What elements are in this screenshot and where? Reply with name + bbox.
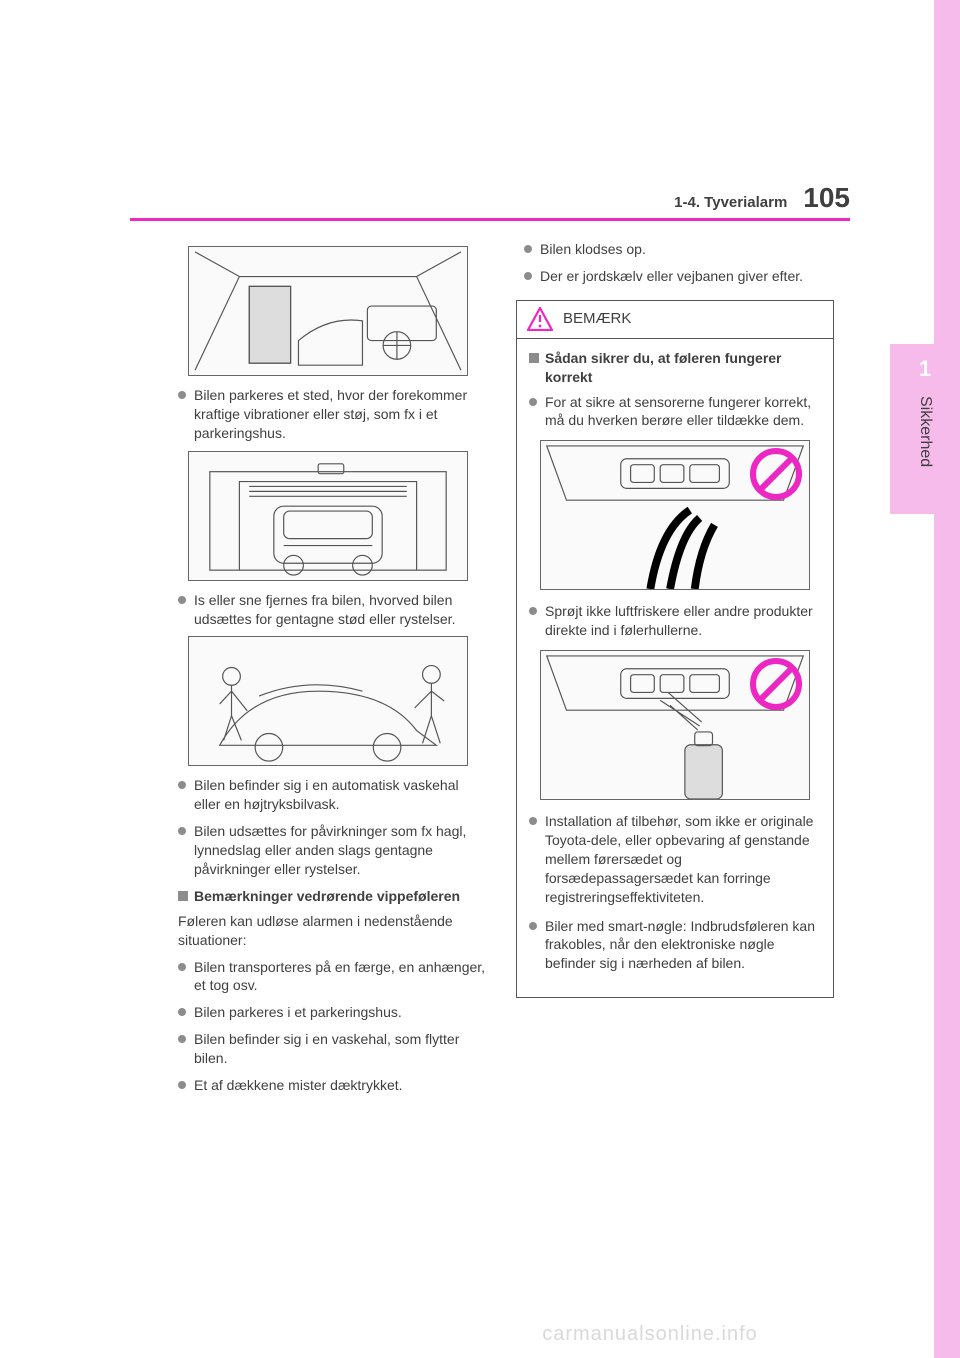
bullet-text: For at sikre at sensorerne fungerer korr…: [545, 393, 821, 431]
list-item: Bilen klodses op.: [516, 240, 834, 259]
square-icon: [178, 891, 188, 901]
bullet-text: Installation af tilbehør, som ikke er or…: [545, 812, 821, 906]
bullet-icon: [529, 922, 537, 930]
bullet-icon: [178, 1008, 186, 1016]
bullet-text: Bilen befinder sig i en vaskehal, som fl…: [194, 1030, 488, 1068]
bullet-text: Bilen parkeres et sted, hvor der forekom…: [194, 386, 488, 443]
bullet-text: Bilen parkeres i et parkeringshus.: [194, 1003, 488, 1022]
list-item: Bilen parkeres i et parkeringshus.: [170, 1003, 488, 1022]
notice-title: BEMÆRK: [563, 309, 631, 329]
list-item: Installation af tilbehør, som ikke er or…: [529, 812, 821, 906]
list-item: Is eller sne fjernes fra bilen, hvorved …: [170, 591, 488, 629]
bullet-icon: [178, 596, 186, 604]
bullet-icon: [178, 827, 186, 835]
prohibited-icon: [749, 657, 803, 711]
notice-box: BEMÆRK Sådan sikrer du, at føleren funge…: [516, 300, 834, 998]
list-item: Biler med smart-nøgle: Indbrudsføleren k…: [529, 917, 821, 974]
illustration-garage: [188, 451, 468, 581]
bullet-text: Biler med smart-nøgle: Indbrudsføleren k…: [545, 917, 821, 974]
notice-body: Sådan sikrer du, at føleren fungerer kor…: [517, 339, 833, 997]
side-stripe: [934, 0, 960, 1358]
bullet-text: Bilen udsættes for påvirkninger som fx h…: [194, 822, 488, 879]
list-item: Bilen befinder sig i en vaskehal, som fl…: [170, 1030, 488, 1068]
notice-subhead-text: Sådan sikrer du, at føleren fungerer kor…: [545, 349, 821, 387]
chapter-number: 1: [919, 356, 931, 382]
prohibited-icon: [749, 447, 803, 501]
bullet-text: Bilen transporteres på en færge, en anhæ…: [194, 958, 488, 996]
watermark: carmanualsonline.info: [170, 1323, 960, 1346]
header-rule: [130, 218, 850, 221]
paragraph: Føleren kan udløse alarmen i nedenståend…: [170, 912, 488, 950]
side-tab: 1 Sikkerhed: [890, 344, 960, 514]
warning-triangle-icon: [527, 307, 553, 331]
bullet-icon: [178, 781, 186, 789]
sub-heading: Bemærkninger vedrørende vippeføleren: [170, 887, 488, 906]
illustration-sensor-touch: [540, 440, 810, 590]
notice-header: BEMÆRK: [517, 301, 833, 339]
bullet-icon: [178, 1035, 186, 1043]
bullet-text: Bilen befinder sig i en automatisk vaske…: [194, 776, 488, 814]
left-column: Bilen parkeres et sted, hvor der forekom…: [170, 240, 488, 1103]
illustration-interior: [188, 246, 468, 376]
notice-subhead: Sådan sikrer du, at føleren fungerer kor…: [529, 349, 821, 387]
bullet-icon: [529, 398, 537, 406]
bullet-icon: [529, 607, 537, 615]
bullet-text: Et af dækkene mister dæktrykket.: [194, 1076, 488, 1095]
right-column: Bilen klodses op. Der er jordskælv eller…: [516, 240, 834, 1103]
side-tab-label: Sikkerhed: [916, 396, 934, 467]
sub-heading-text: Bemærkninger vedrørende vippeføleren: [194, 887, 460, 906]
bullet-icon: [529, 817, 537, 825]
square-icon: [529, 353, 539, 363]
bullet-text: Der er jordskælv eller vejbanen giver ef…: [540, 267, 834, 286]
page-number: 105: [803, 182, 850, 214]
bullet-text: Bilen klodses op.: [540, 240, 834, 259]
bullet-icon: [178, 1081, 186, 1089]
list-item: Et af dækkene mister dæktrykket.: [170, 1076, 488, 1095]
bullet-text: Is eller sne fjernes fra bilen, hvorved …: [194, 591, 488, 629]
bullet-icon: [178, 391, 186, 399]
page-header: 1-4. Tyverialarm 105: [170, 182, 850, 214]
list-item: Bilen parkeres et sted, hvor der forekom…: [170, 386, 488, 443]
list-item: Sprøjt ikke luftfriskere eller andre pro…: [529, 602, 821, 640]
bullet-icon: [178, 963, 186, 971]
list-item: Bilen transporteres på en færge, en anhæ…: [170, 958, 488, 996]
list-item: Bilen udsættes for påvirkninger som fx h…: [170, 822, 488, 879]
list-item: Bilen befinder sig i en automatisk vaske…: [170, 776, 488, 814]
bullet-text: Sprøjt ikke luftfriskere eller andre pro…: [545, 602, 821, 640]
section-label: 1-4. Tyverialarm: [674, 194, 787, 211]
illustration-sensor-spray: [540, 650, 810, 800]
list-item: For at sikre at sensorerne fungerer korr…: [529, 393, 821, 431]
illustration-snow-removal: [188, 636, 468, 766]
bullet-icon: [524, 245, 532, 253]
list-item: Der er jordskælv eller vejbanen giver ef…: [516, 267, 834, 286]
bullet-icon: [524, 272, 532, 280]
